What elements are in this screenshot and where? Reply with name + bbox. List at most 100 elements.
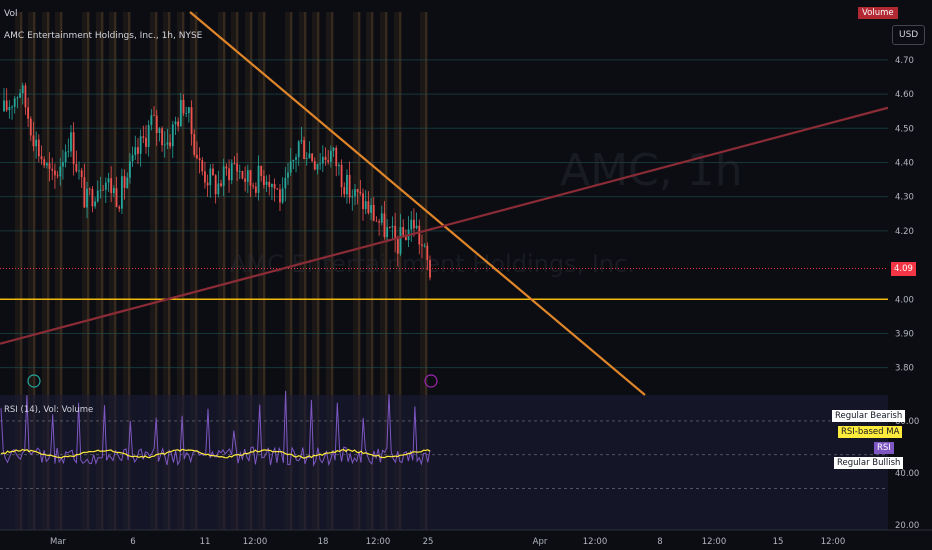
candle-body: [254, 186, 257, 193]
candle-body: [153, 115, 155, 117]
candle-body: [64, 151, 67, 163]
candle-body: [214, 175, 217, 195]
candle-body: [75, 163, 78, 172]
candle-body: [115, 188, 118, 207]
session-line: [101, 12, 103, 530]
candle-body: [107, 178, 110, 183]
candle-body: [383, 213, 386, 238]
candle-body: [40, 156, 43, 160]
x-axis-tick: 6: [130, 537, 135, 547]
candle-body: [37, 139, 40, 157]
candle-body: [129, 161, 131, 178]
x-axis-tick: 25: [423, 537, 434, 547]
candle-body: [348, 174, 351, 198]
session-shade: [42, 12, 50, 530]
candle-body: [59, 166, 62, 177]
x-axis-tick: 11: [200, 537, 211, 547]
session-line: [290, 12, 292, 530]
candle-body: [292, 159, 295, 162]
candle-body: [308, 153, 311, 159]
volume-badge[interactable]: Volume: [858, 7, 898, 19]
candle-body: [303, 140, 305, 160]
dividend-event-icon: [424, 374, 438, 388]
session-shade: [366, 12, 374, 530]
candle-body: [5, 100, 8, 111]
session-shade: [258, 12, 266, 530]
candle-body: [386, 227, 389, 238]
candle-body: [246, 170, 249, 182]
session-shade: [123, 12, 131, 530]
uptrend-line: [0, 106, 889, 345]
candle-body: [104, 182, 107, 190]
candle-body: [161, 128, 163, 146]
session-shade: [353, 12, 361, 530]
session-line: [168, 12, 170, 530]
candle-body: [351, 196, 354, 198]
candle-body: [418, 225, 421, 245]
candle-body: [80, 170, 83, 178]
candle-body: [265, 181, 268, 185]
candle-body: [279, 189, 281, 203]
candle-body: [415, 225, 418, 229]
session-line: [114, 12, 116, 530]
candle-body: [54, 170, 56, 176]
candle-body: [67, 151, 70, 153]
candle-body: [404, 235, 407, 240]
candle-body: [238, 171, 241, 172]
session-shade: [231, 12, 239, 530]
candle-body: [166, 142, 169, 145]
candle-body: [70, 132, 72, 152]
candle-body: [338, 164, 340, 167]
candle-body: [182, 100, 185, 114]
candle-body: [96, 190, 99, 202]
candle-body: [179, 100, 182, 127]
candle-body: [260, 165, 263, 177]
candle-body: [43, 159, 46, 166]
candle-body: [174, 121, 177, 125]
price-axis-tick: 4.00: [895, 295, 914, 305]
candle-body: [123, 176, 126, 188]
candle-body: [394, 225, 397, 240]
candle-body: [313, 161, 316, 170]
session-line: [60, 12, 62, 530]
rsi-line: [0, 390, 431, 467]
x-axis-tick: 12:00: [243, 537, 268, 547]
candle-body: [137, 147, 139, 154]
rsi-axis-tick: 20.00: [895, 521, 919, 531]
candle-body: [142, 136, 145, 138]
candle-body: [169, 142, 172, 147]
currency-button[interactable]: USD: [892, 25, 926, 45]
candle-body: [99, 189, 102, 191]
legend-regular-bullish: Regular Bullish: [834, 457, 904, 469]
candle-body: [295, 157, 297, 160]
candle-body: [332, 147, 335, 151]
candle-body: [316, 164, 319, 170]
candle-body: [209, 168, 212, 186]
x-axis-tick: 12:00: [821, 537, 846, 547]
candle-body: [198, 158, 201, 161]
candle-body: [305, 158, 308, 160]
rsi-header: RSI (14), Vol: Volume: [4, 405, 94, 415]
candle-body: [228, 168, 230, 181]
candle-body: [94, 201, 96, 207]
candle-body: [372, 205, 375, 221]
session-line: [317, 12, 319, 530]
candle-body: [402, 227, 405, 236]
candle-body: [311, 153, 314, 162]
candle-body: [150, 115, 153, 126]
candle-body: [252, 185, 255, 187]
session-line: [182, 12, 184, 530]
candle-body: [204, 171, 206, 183]
session-line: [385, 12, 387, 530]
candle-body: [21, 85, 24, 94]
candle-body: [118, 206, 121, 209]
candle-body: [271, 183, 273, 188]
candle-body: [410, 219, 413, 230]
candle-body: [88, 188, 91, 190]
candle-body: [413, 219, 415, 229]
candle-body: [364, 201, 367, 210]
session-line: [331, 12, 333, 530]
candle-body: [190, 107, 193, 135]
candle-body: [396, 239, 399, 254]
